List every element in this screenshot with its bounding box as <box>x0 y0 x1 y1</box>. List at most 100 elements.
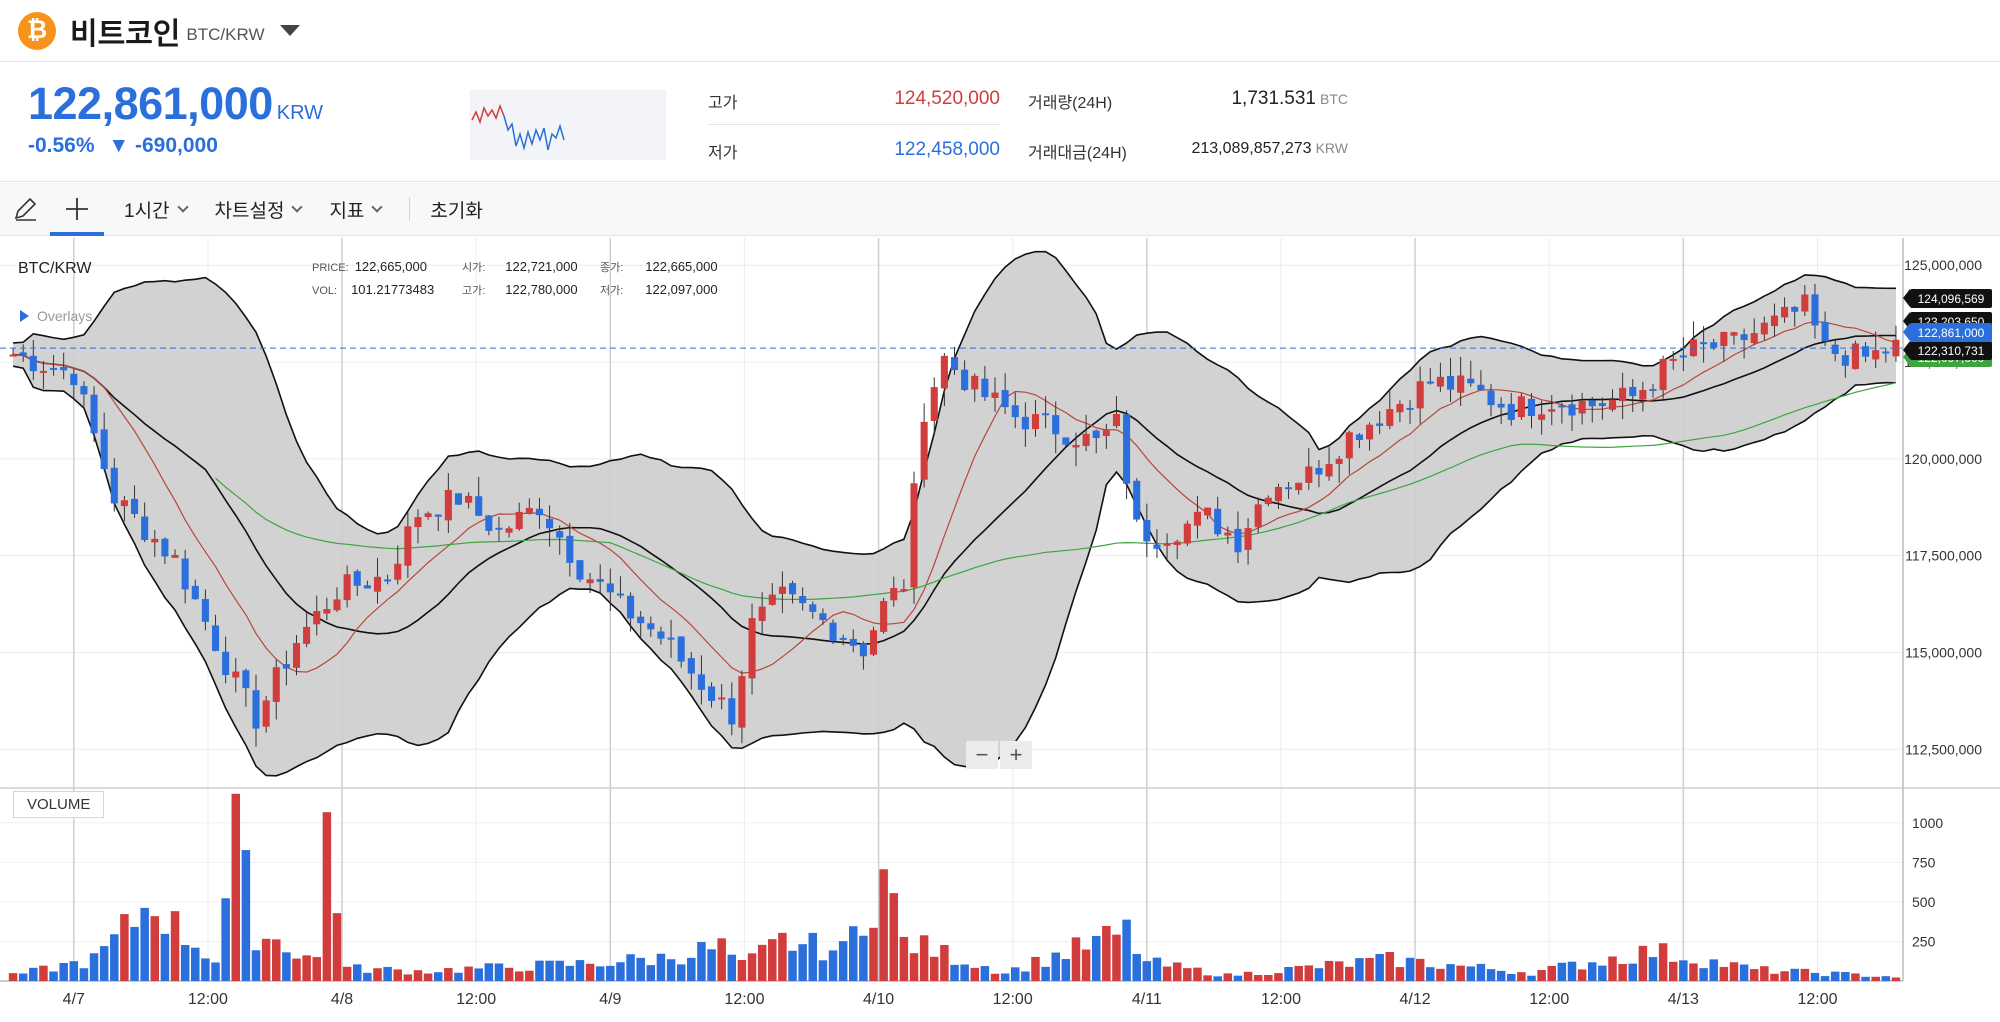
indicators-label: 지표 <box>329 200 365 222</box>
volume-bar <box>140 907 149 981</box>
candle-body <box>343 574 351 601</box>
volume-bar <box>1547 965 1557 981</box>
ma-long-line <box>215 382 1897 601</box>
candle-body <box>1811 294 1819 326</box>
interval-dropdown[interactable]: 1시간 <box>104 183 201 236</box>
candle-body <box>242 670 250 689</box>
candle-body <box>991 392 999 398</box>
volume-bar <box>1355 958 1364 981</box>
candle-body <box>1578 400 1586 414</box>
volume-bar <box>1668 961 1678 981</box>
volume-bar <box>1000 973 1010 981</box>
volume-bar <box>940 944 949 981</box>
reset-button[interactable]: 초기화 <box>424 183 488 236</box>
volume-bar <box>1375 953 1384 981</box>
volume-bar <box>798 944 807 981</box>
candle-body <box>961 369 969 390</box>
volume-bar <box>1780 971 1789 981</box>
volume-bar <box>1871 976 1880 981</box>
volume-bar <box>261 938 271 981</box>
turnover-value: 213,089,857,273 <box>1191 140 1312 157</box>
volume-bar <box>1608 956 1617 981</box>
candle-body <box>323 609 331 614</box>
volume-bar <box>1810 972 1820 981</box>
overlays-toggle[interactable]: Overlays <box>20 308 92 324</box>
candle-body <box>586 579 594 584</box>
volume-bar <box>636 957 645 981</box>
chart-settings-dropdown[interactable]: 차트설정 <box>201 183 316 236</box>
candle-body <box>627 595 635 619</box>
candle-body <box>1011 405 1019 418</box>
volume-bar <box>818 960 828 981</box>
draw-tool-button[interactable] <box>0 183 50 236</box>
candle-body <box>971 375 979 390</box>
volume-bar <box>1770 973 1779 981</box>
volume-bar <box>1436 968 1445 981</box>
volume-bar <box>1851 973 1860 981</box>
volume-bar <box>535 960 544 981</box>
ohlc-open: 시가: 122,721,000 <box>462 259 578 274</box>
candle-body <box>272 667 280 702</box>
volume-bar <box>1567 961 1577 981</box>
volume-bar <box>565 965 575 981</box>
candle-body <box>1760 322 1768 335</box>
volume-bar <box>1486 969 1496 981</box>
volume-bar <box>757 944 767 981</box>
candle-body <box>738 676 746 728</box>
volume-bar <box>1314 968 1324 981</box>
candle-body <box>1244 528 1252 550</box>
crosshair-tool-button[interactable] <box>50 183 104 236</box>
stat-turnover: 거래대금(24H) <box>1028 126 1127 176</box>
volume-bar <box>1709 959 1718 981</box>
candle-body <box>201 599 209 622</box>
indicators-dropdown[interactable]: 지표 <box>315 183 395 236</box>
candle-body <box>1254 504 1262 528</box>
candle-body <box>141 516 149 541</box>
volume-bar <box>1537 970 1546 981</box>
change-percent: -0.56% <box>28 134 95 157</box>
candle-body <box>1467 378 1475 384</box>
volume-bar <box>444 968 453 981</box>
candle-body <box>637 616 645 624</box>
volume-value: 1,731.531 <box>1231 88 1316 109</box>
price-chart-area[interactable]: 125,000,000122,500,000120,000,000117,500… <box>0 238 2000 1022</box>
candle-body <box>1740 334 1748 341</box>
volume-bar <box>1132 953 1141 981</box>
coin-dropdown-icon[interactable] <box>280 25 301 36</box>
candlestick-chart[interactable]: 125,000,000122,500,000120,000,000117,500… <box>0 238 2000 1022</box>
volume-bar <box>1689 963 1698 981</box>
candle-body <box>1527 398 1536 416</box>
zoom-out-button[interactable]: − <box>966 741 998 769</box>
candle-body <box>1791 306 1799 312</box>
candle-body <box>1001 390 1009 408</box>
candle-body <box>1710 342 1718 348</box>
candle-body <box>151 538 159 543</box>
volume-bar <box>656 953 666 981</box>
time-tick-label: 12:00 <box>724 991 764 1008</box>
volume-bar <box>1162 966 1172 981</box>
volume-bar <box>1790 968 1799 981</box>
zoom-in-button[interactable]: + <box>1000 741 1032 769</box>
volume-pane-label: VOLUME <box>13 791 105 818</box>
volume-bar <box>272 939 281 981</box>
volume-bar <box>79 968 89 981</box>
candle-body <box>1750 333 1758 344</box>
volume-bar <box>1304 965 1314 981</box>
volume-bar <box>717 938 726 981</box>
candle-body <box>1477 384 1485 391</box>
candle-body <box>424 513 432 518</box>
zoom-controls: − + <box>966 741 1032 769</box>
candle-body <box>981 378 989 398</box>
candle-body <box>465 495 473 503</box>
volume-bar <box>99 946 109 981</box>
low-value: 122,458,000 <box>894 139 1000 160</box>
candle-body <box>1123 414 1131 484</box>
volume-bar <box>1264 975 1273 981</box>
candle-body <box>1365 424 1374 440</box>
candle-body <box>1679 355 1687 358</box>
candle-body <box>1183 523 1191 544</box>
volume-bar <box>221 898 230 981</box>
volume-bar <box>383 966 392 981</box>
volume-value-group: 1,731.531 BTC <box>1130 88 1348 110</box>
candle-body <box>1143 520 1151 542</box>
